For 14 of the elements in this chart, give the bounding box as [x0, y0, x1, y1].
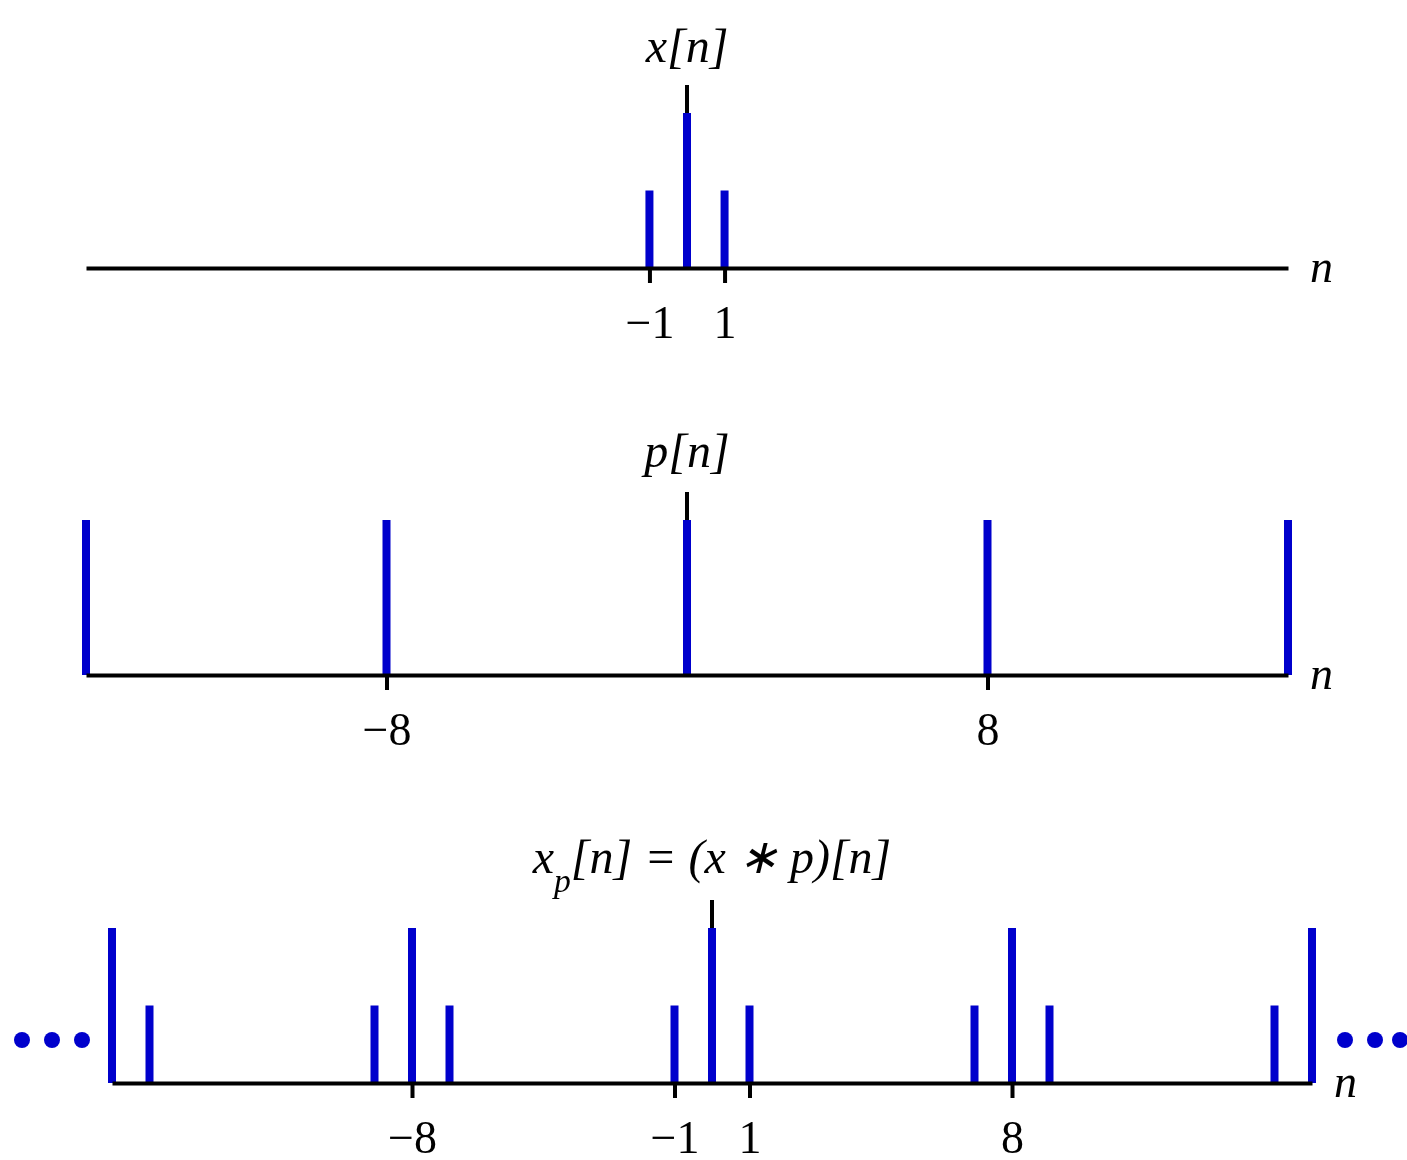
x-axis-title: n	[1310, 648, 1333, 699]
x-tick-label: 8	[976, 703, 1000, 755]
x-tick-label: −1	[625, 296, 675, 348]
x-tick-label: 1	[738, 1111, 762, 1160]
x-tick-label: −1	[650, 1111, 700, 1160]
x-tick-label: −8	[388, 1111, 437, 1160]
x-tick-label: −8	[362, 703, 412, 755]
chart-title: x$_{p}$[n] = (x ∗ p)[n]	[531, 830, 892, 899]
x-axis-title: n	[1310, 241, 1333, 292]
x-axis-title: n	[1334, 1056, 1357, 1107]
x-tick-label: 1	[713, 296, 737, 348]
chart-title: x[n]	[644, 19, 729, 72]
x-tick-label: 8	[1001, 1111, 1024, 1160]
chart-title: p[n]	[641, 424, 730, 477]
